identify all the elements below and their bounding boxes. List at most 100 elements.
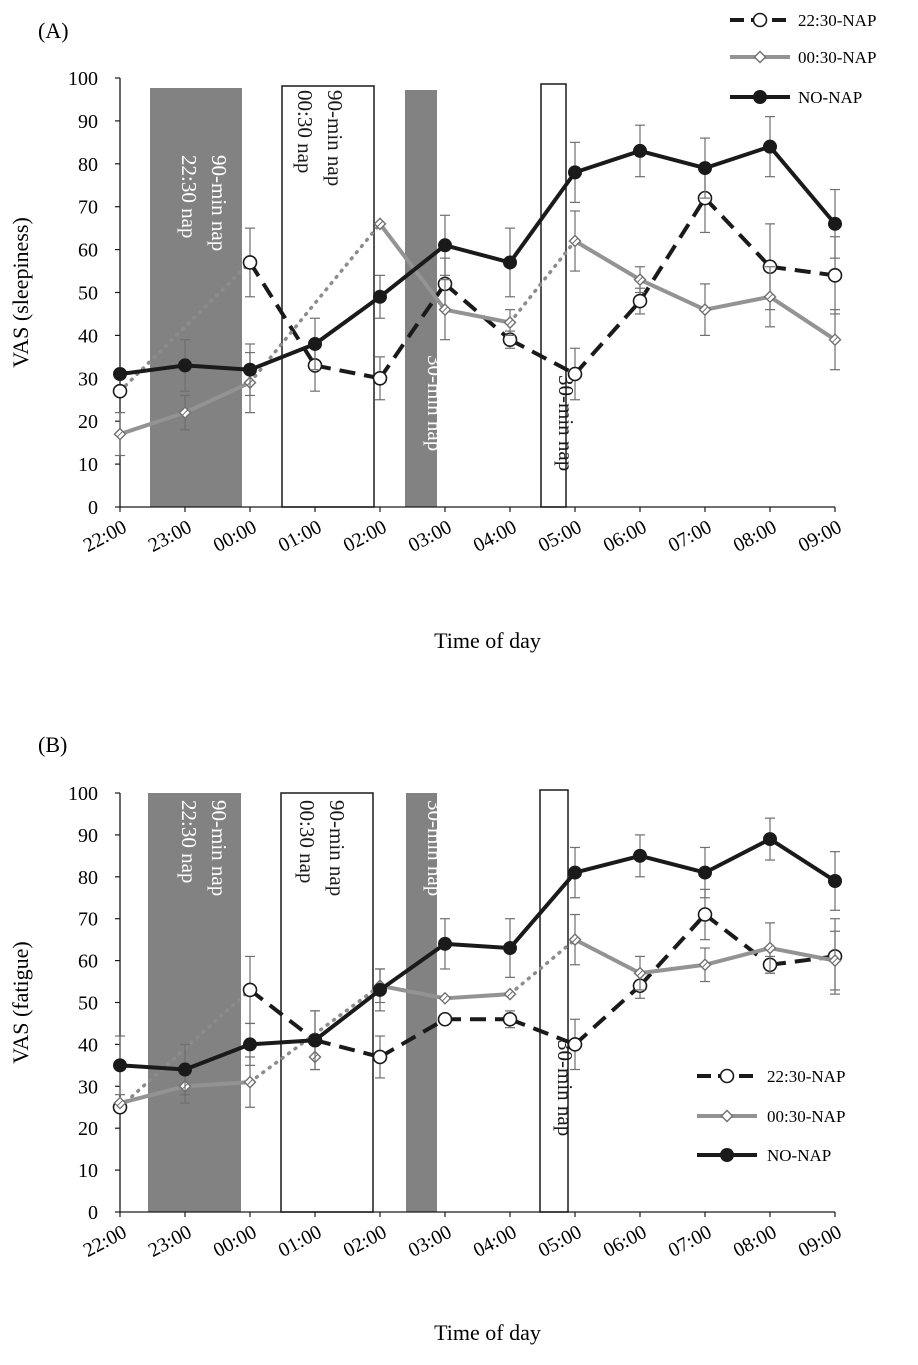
series-line: [508, 171, 577, 264]
data-point-hatch: [702, 306, 708, 313]
series-line: [768, 145, 837, 226]
data-point-hatch: [572, 238, 578, 244]
series-line: [638, 197, 707, 303]
legend-marker: [720, 1109, 734, 1123]
series-line-dotted: [508, 937, 577, 996]
y-axis-title: VAS (sleepiness): [8, 217, 33, 368]
nap-period-box: [405, 90, 437, 507]
series-line: [378, 282, 447, 380]
legend-marker: [719, 1068, 735, 1084]
series-line: [184, 363, 251, 372]
y-tick-label: 70: [78, 197, 98, 219]
y-tick-label: 10: [78, 1160, 98, 1182]
y-tick-label: 100: [68, 68, 98, 90]
x-tick-label: 07:00: [665, 1221, 716, 1262]
legend-marker: [720, 1148, 734, 1162]
x-tick-label: 08:00: [730, 1221, 781, 1262]
data-point: [568, 165, 582, 180]
y-tick-label: 60: [78, 240, 98, 262]
series-line: [704, 144, 771, 170]
x-tick-label: 02:00: [340, 1221, 391, 1262]
data-point-hatch: [637, 276, 643, 283]
x-tick-label: 23:00: [145, 1221, 196, 1262]
data-point-hatch: [832, 957, 838, 964]
series-no-nap: [113, 817, 842, 1096]
data-point: [503, 255, 517, 270]
x-axis-title: Time of day: [434, 1320, 541, 1345]
data-point: [567, 366, 583, 382]
series-line: [639, 277, 706, 312]
y-tick-label: 20: [78, 1118, 98, 1140]
data-point-hatch: [442, 995, 448, 1002]
series-line: [249, 342, 316, 372]
data-point-hatch: [117, 1100, 123, 1106]
nap-period-box: [540, 83, 567, 508]
series-line: [639, 853, 706, 875]
x-tick-label: 23:00: [145, 516, 196, 557]
legend-marker: [753, 90, 767, 104]
data-point: [372, 370, 388, 386]
x-tick-label: 00:00: [210, 516, 261, 557]
data-point: [373, 289, 387, 304]
series-line: [444, 243, 511, 265]
data-point: [438, 936, 452, 951]
data-point: [567, 1037, 583, 1052]
x-tick-label: 04:00: [470, 516, 521, 557]
series-line: [378, 222, 447, 311]
y-tick-label: 20: [78, 411, 98, 433]
y-tick-label: 70: [78, 909, 98, 931]
x-tick-label: 05:00: [535, 516, 586, 557]
nap-period-label: 90-min nap: [207, 155, 231, 251]
y-tick-label: 80: [78, 867, 98, 889]
y-axis-title: VAS (fatigue): [8, 941, 33, 1063]
nap-period-box: [281, 85, 375, 508]
nap-period-box: [148, 793, 241, 1212]
x-tick-label: 03:00: [405, 516, 456, 557]
series-line: [703, 196, 772, 269]
legend-label: 22:30-NAP: [798, 11, 876, 30]
data-point: [828, 216, 842, 231]
series-line: [639, 962, 706, 976]
series-line: [378, 243, 447, 299]
data-point-hatch: [182, 409, 188, 416]
y-tick-label: 30: [78, 1076, 98, 1098]
legend-marker: [752, 12, 768, 28]
data-point: [372, 1049, 388, 1065]
nap-period-label: 00:30 nap: [293, 90, 317, 173]
panel-label: (B): [38, 732, 67, 757]
data-point: [698, 161, 712, 176]
nap-period-label: 22:30 nap: [177, 155, 201, 238]
y-tick-label: 90: [78, 825, 98, 847]
series-line: [248, 988, 317, 1042]
chart-panel-b: (B)22:30 nap 90-min nap 00:30 nap 90-min na…: [8, 732, 845, 1345]
nap-period-box: [280, 792, 374, 1213]
y-tick-label: 60: [78, 951, 98, 973]
nap-period-label: 30-min nap: [554, 375, 578, 471]
data-point: [178, 358, 192, 373]
series-line-dotted: [248, 222, 382, 385]
y-tick-label: 40: [78, 325, 98, 347]
series-line: [443, 282, 512, 342]
data-point: [308, 1033, 322, 1048]
nap-period-box: [150, 88, 242, 507]
x-tick-label: 06:00: [600, 1221, 651, 1262]
data-point: [698, 865, 712, 880]
x-axis-title: Time of day: [434, 628, 541, 653]
data-point: [437, 1011, 453, 1027]
nap-period-label: 30-min nap: [423, 355, 447, 451]
nap-period-box: [539, 789, 569, 1213]
series-line: [119, 363, 186, 376]
data-point: [502, 1011, 518, 1027]
y-tick-label: 10: [78, 454, 98, 476]
data-point-hatch: [507, 319, 513, 326]
y-tick-label: 0: [88, 497, 98, 519]
nap-period-box: [406, 793, 437, 1212]
data-point-hatch: [767, 293, 773, 300]
data-point-hatch: [572, 936, 578, 943]
nap-period-label: 90-min nap: [325, 800, 349, 896]
series-00-30-nap: [113, 210, 842, 457]
series-line: [639, 148, 706, 171]
panel-label: (A): [38, 18, 69, 43]
data-point-hatch: [247, 1079, 253, 1085]
series-no-nap: [113, 116, 842, 397]
